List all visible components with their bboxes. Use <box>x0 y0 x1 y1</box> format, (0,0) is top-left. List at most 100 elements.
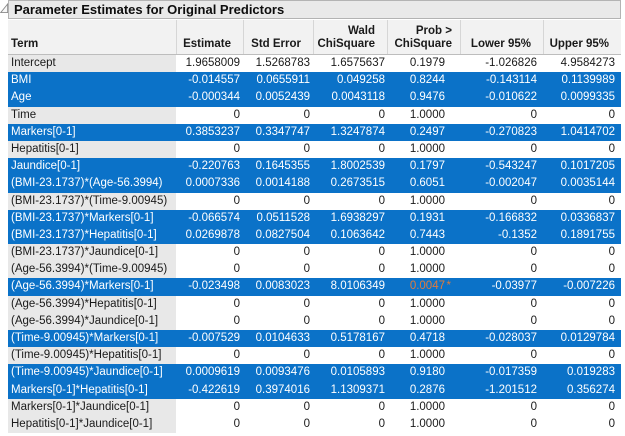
cell-term: (Age-56.3994)*Hepatitis[0-1] <box>8 295 176 313</box>
cell-wald-chisquare: 1.1309371 <box>330 383 385 396</box>
table-row[interactable]: Jaundice[0-1] -0.220763 0.1645355 1.8002539… <box>8 158 621 176</box>
cell-estimate: 1.9658009 <box>185 57 240 69</box>
cell-estimate: 0.0009619 <box>185 366 240 379</box>
table-row[interactable]: Hepatitis[0-1] 0 0 0 1.0000 0 0 <box>8 140 621 159</box>
cell-lower-95: -0.028037 <box>485 332 537 344</box>
cell-std-error: 0 <box>303 246 310 259</box>
table-row[interactable]: (Age-56.3994)*(Time-9.00945) 0 0 0 1.0000 0 0 <box>8 261 621 279</box>
cell-upper-95: 0.1139989 <box>561 74 615 87</box>
table-row[interactable]: (BMI-23.1737)*Markers[0-1] -0.066574 0.051… <box>8 209 621 227</box>
cell-wald-chisquare: 1.6575637 <box>330 57 385 69</box>
cell-wald-chisquare: 0 <box>378 349 385 362</box>
table-header-row: Term Estimate Std Error Wald ChiSquare P… <box>8 20 621 55</box>
cell-wald-chisquare: 0.0105893 <box>330 366 385 379</box>
cell-upper-95: 0 <box>608 297 615 310</box>
table-row[interactable]: (BMI-23.1737)*Jaundice[0-1] 0 0 0 1.0000 0 0 <box>8 244 621 262</box>
table-row[interactable]: (BMI-23.1737)*Hepatitis[0-1] 0.0269878 0.0… <box>8 226 621 245</box>
table-row[interactable]: Markers[0-1]*Hepatitis[0-1] -0.422619 0.39… <box>8 381 621 399</box>
cell-prob-chisquare: 0.1797 <box>409 160 445 173</box>
table-row[interactable]: Hepatitis[0-1]*Jaundice[0-1] 0 0 0 1.0000 0 0 <box>8 415 621 434</box>
table-row[interactable]: BMI -0.014557 0.0655911 0.049258 0.8244 -0.14… <box>8 72 621 90</box>
cell-lower-95: -0.017359 <box>485 366 537 379</box>
cell-lower-95: -0.166832 <box>485 211 537 224</box>
table-row[interactable]: Age -0.000344 0.0052439 0.0043118 0.9476 -0.0… <box>8 89 621 107</box>
cell-estimate: -0.220763 <box>188 160 240 173</box>
cell-estimate: 0 <box>233 246 240 259</box>
cell-upper-95: 0 <box>608 314 615 327</box>
cell-lower-95: 0 <box>530 263 537 276</box>
cell-lower-95: 0 <box>530 417 537 430</box>
column-header-upper-95: Upper 95% <box>543 20 621 54</box>
disclosure-triangle-icon[interactable] <box>0 3 9 14</box>
cell-upper-95: 1.0414702 <box>560 125 615 138</box>
cell-estimate: 0.0007336 <box>185 177 240 190</box>
cell-wald-chisquare: 1.6938297 <box>330 211 385 224</box>
cell-upper-95: 0.1891755 <box>560 228 615 241</box>
cell-lower-95: -1.201512 <box>485 383 537 396</box>
cell-wald-chisquare: 0 <box>378 263 385 276</box>
table-row[interactable]: (Time-9.00945)*Hepatitis[0-1] 0 0 0 1.0000 0 0 <box>8 347 621 365</box>
cell-std-error: 0.0052439 <box>255 91 310 104</box>
cell-prob-chisquare: 1.0000 <box>409 314 445 327</box>
cell-prob-chisquare: 1.0000 <box>409 400 445 413</box>
cell-upper-95: 0 <box>608 400 615 413</box>
section-title-bar[interactable]: Parameter Estimates for Original Predict… <box>8 0 621 19</box>
table-row[interactable]: (Age-56.3994)*Hepatitis[0-1] 0 0 0 1.0000 0 0 <box>8 295 621 313</box>
cell-term: Time <box>8 106 176 124</box>
table-row[interactable]: (BMI-23.1737)*(Age-56.3994) 0.0007336 0.00… <box>8 175 621 193</box>
table-row[interactable]: (Time-9.00945)*Markers[0-1] -0.007529 0.01… <box>8 330 621 348</box>
cell-term: (BMI-23.1737)*(Age-56.3994) <box>11 177 163 190</box>
cell-wald-chisquare: 0.1063642 <box>330 228 385 241</box>
cell-term: (Time-9.00945)*Hepatitis[0-1] <box>8 347 176 365</box>
column-header-estimate: Estimate <box>176 20 243 54</box>
cell-term: (Age-56.3994)*Jaundice[0-1] <box>8 312 176 330</box>
cell-term: (BMI-23.1737)*Hepatitis[0-1] <box>11 228 157 241</box>
cell-estimate: -0.007529 <box>188 332 240 344</box>
table-row[interactable]: Time 0 0 0 1.0000 0 0 <box>8 106 621 124</box>
cell-lower-95: -0.143114 <box>486 74 537 87</box>
table-row[interactable]: (BMI-23.1737)*(Time-9.00945) 0 0 0 1.0000 0 0 <box>8 192 621 210</box>
table-row[interactable]: Markers[0-1] 0.3853237 0.3347747 1.3247874 0… <box>8 123 621 141</box>
cell-wald-chisquare: 8.0106349 <box>330 280 385 293</box>
cell-term: Markers[0-1]*Jaundice[0-1] <box>8 398 176 416</box>
cell-estimate: 0 <box>233 263 240 276</box>
cell-lower-95: 0 <box>530 246 537 259</box>
table-row[interactable]: Markers[0-1]*Jaundice[0-1] 0 0 0 1.0000 0 0 <box>8 398 621 416</box>
cell-std-error: 0.3974016 <box>255 383 310 396</box>
table-row[interactable]: (Age-56.3994)*Jaundice[0-1] 0 0 0 1.0000 0 0 <box>8 312 621 330</box>
cell-upper-95: 0 <box>608 108 615 121</box>
cell-term: Markers[0-1]*Hepatitis[0-1] <box>11 383 148 396</box>
cell-term: Hepatitis[0-1] <box>8 140 176 159</box>
cell-std-error: 0 <box>303 417 310 430</box>
cell-upper-95: 0.0129784 <box>560 332 615 344</box>
significance-asterisk: * <box>446 280 451 293</box>
table-row[interactable]: (Time-9.00945)*Jaundice[0-1] 0.0009619 0.0… <box>8 364 621 382</box>
cell-term: Hepatitis[0-1]*Jaundice[0-1] <box>8 415 176 434</box>
cell-std-error: 0 <box>303 142 310 155</box>
cell-upper-95: 0 <box>608 246 615 259</box>
cell-std-error: 0.0083023 <box>255 280 310 293</box>
cell-lower-95: 0 <box>530 314 537 327</box>
cell-estimate: -0.000344 <box>188 91 240 104</box>
cell-upper-95: 0 <box>608 194 615 207</box>
table-row[interactable]: Intercept 1.9658009 1.5268783 1.6575637 0.19… <box>8 55 621 73</box>
cell-estimate: 0.0269878 <box>185 228 240 241</box>
cell-term: (Age-56.3994)*(Time-9.00945) <box>8 261 176 279</box>
cell-term: BMI <box>11 74 32 87</box>
cell-estimate: -0.023498 <box>188 280 240 293</box>
cell-estimate: 0 <box>233 297 240 310</box>
cell-std-error: 0 <box>303 108 310 121</box>
cell-prob-chisquare: 1.0000 <box>409 194 445 207</box>
column-header-prob-chisquare: Prob > ChiSquare <box>387 20 460 54</box>
cell-term: (BMI-23.1737)*(Time-9.00945) <box>8 192 176 210</box>
cell-std-error: 0.0655911 <box>256 74 310 87</box>
table-row[interactable]: (Age-56.3994)*Markers[0-1] -0.023498 0.008… <box>8 278 621 296</box>
cell-std-error: 0.0511528 <box>256 211 310 224</box>
cell-wald-chisquare: 0 <box>378 246 385 259</box>
cell-wald-chisquare: 0 <box>378 417 385 430</box>
cell-upper-95: 4.9584273 <box>560 57 615 69</box>
cell-wald-chisquare: 0 <box>378 108 385 121</box>
column-header-wald-chisquare: Wald ChiSquare <box>313 20 387 54</box>
cell-upper-95: 0 <box>608 142 615 155</box>
cell-std-error: 1.5268783 <box>255 57 310 69</box>
